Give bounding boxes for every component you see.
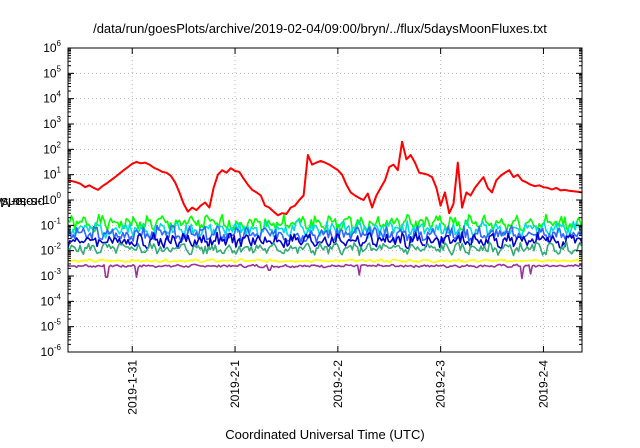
y-tick-base: 10	[41, 218, 55, 232]
y-tick-label: 104	[43, 90, 61, 106]
y-tick-exponent: 4	[57, 90, 62, 99]
y-tick-base: 10	[43, 142, 57, 156]
y-tick-base: 10	[41, 269, 55, 283]
y-tick-exponent: -1	[54, 216, 62, 225]
y-tick-exponent: 5	[57, 64, 62, 73]
y-tick-label: 103	[43, 115, 61, 131]
y-tick-label: 10-3	[41, 267, 62, 283]
x-tick-label: 2019-1-31	[125, 360, 139, 415]
y-tick-base: 10	[43, 66, 57, 80]
x-tick-label: 2019-2-3	[434, 360, 448, 408]
y-tick-label: 10-1	[41, 216, 62, 232]
y-tick-label: 10-5	[41, 318, 62, 334]
y-tick-label: 10-2	[41, 242, 62, 258]
y-tick-label: 106	[43, 39, 61, 55]
x-tick-label: 2019-2-1	[228, 360, 242, 408]
x-axis-label: Coordinated Universal Time (UTC)	[225, 427, 425, 442]
y-tick-base: 10	[43, 117, 57, 131]
y-tick-label: 105	[43, 64, 61, 80]
y-tick-base: 10	[43, 193, 57, 207]
y-tick-label: 101	[43, 166, 61, 182]
y-tick-exponent: -5	[54, 318, 62, 327]
series-line-5	[68, 231, 582, 250]
y-tick-base: 10	[41, 294, 55, 308]
series-line-7	[68, 258, 582, 264]
x-tick-label: 2019-2-4	[536, 360, 550, 408]
y-tick-exponent: -3	[54, 267, 62, 276]
y-tick-label: 100	[43, 191, 61, 207]
y-tick-base: 10	[41, 345, 55, 359]
y-tick-exponent: 6	[57, 39, 62, 48]
series-line-1	[68, 140, 582, 217]
y-tick-base: 10	[41, 320, 55, 334]
y-tick-base: 10	[43, 41, 57, 55]
chart-title: /data/run/goesPlots/archive/2019-02-04/0…	[93, 21, 547, 36]
y-tick-exponent: -6	[54, 343, 62, 352]
series-line-6	[68, 241, 582, 257]
y-tick-base: 10	[43, 92, 57, 106]
y-tick-label: 102	[43, 140, 61, 156]
y-tick-label: 10-4	[41, 292, 62, 308]
y-tick-base: 10	[43, 168, 57, 182]
x-tick-label: 2019-2-2	[331, 360, 345, 408]
y-tick-exponent: 2	[57, 140, 62, 149]
series-line-4	[68, 224, 582, 244]
series-line-8	[68, 263, 582, 280]
y-tick-exponent: 1	[57, 166, 62, 175]
y-tick-exponent: -2	[54, 242, 62, 251]
y-tick-exponent: 3	[57, 115, 62, 124]
y-tick-exponent: -4	[54, 292, 62, 301]
y-tick-label: 10-6	[41, 343, 62, 359]
y-tick-base: 10	[41, 244, 55, 258]
y-tick-exponent: 0	[57, 191, 62, 200]
